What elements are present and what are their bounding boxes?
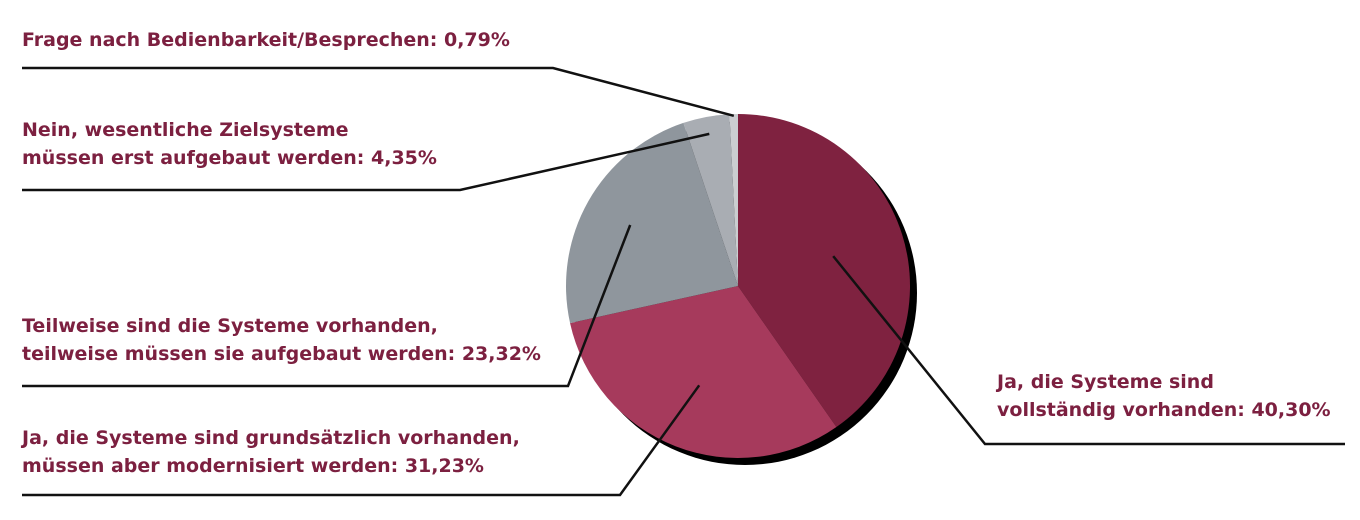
pie-slice [729,114,738,286]
slice-label-nein: Nein, wesentliche Zielsysteme müssen ers… [22,116,437,172]
slice-label-ja-modernisiert: Ja, die Systeme sind grundsätzlich vorha… [22,424,520,480]
leader-line [22,66,735,118]
slice-label-line: müssen aber modernisiert werden: 31,23% [22,455,484,477]
slice-label-line: Ja, die Systeme sind grundsätzlich vorha… [22,427,520,449]
pie-slice [570,286,837,458]
leader-line [22,132,710,192]
leader-lines [22,66,1345,497]
slice-label-bedienbarkeit: Frage nach Bedienbarkeit/Besprechen: 0,7… [22,26,510,54]
slice-label-line: Nein, wesentliche Zielsysteme [22,119,349,141]
slice-label-line: teilweise müssen sie aufgebaut werden: 2… [22,343,541,365]
leader-line [832,255,1345,446]
slice-label-line: Frage nach Bedienbarkeit/Besprechen: 0,7… [22,29,510,51]
slice-label-line: müssen erst aufgebaut werden: 4,35% [22,147,437,169]
slice-label-line: Ja, die Systeme sind [997,371,1214,393]
slice-label-line: vollständig vorhanden: 40,30% [997,399,1331,421]
leader-line [22,224,632,388]
pie-slice [566,122,738,324]
pie-slice [683,114,738,287]
slice-label-ja-vollstaendig: Ja, die Systeme sind vollständig vorhand… [997,368,1331,424]
pie-slice [738,114,911,428]
leader-line [22,384,701,497]
slice-label-line: Teilweise sind die Systeme vorhanden, [22,315,438,337]
pie-slices [566,114,911,458]
slice-label-teilweise: Teilweise sind die Systeme vorhanden, te… [22,312,541,368]
